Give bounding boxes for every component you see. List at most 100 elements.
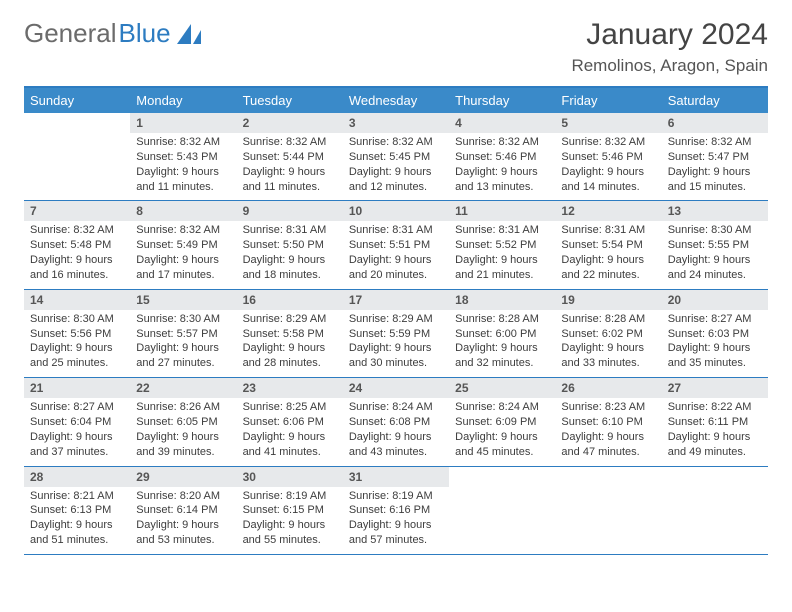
sunset-text: Sunset: 6:11 PM: [668, 415, 762, 430]
weekday-label: Saturday: [662, 88, 768, 113]
daylight-text-2: and 51 minutes.: [30, 533, 124, 548]
daylight-text-2: and 35 minutes.: [668, 356, 762, 371]
sunrise-text: Sunrise: 8:31 AM: [243, 223, 337, 238]
calendar-day-cell: 11Sunrise: 8:31 AMSunset: 5:52 PMDayligh…: [449, 201, 555, 288]
sunrise-text: Sunrise: 8:19 AM: [349, 489, 443, 504]
day-info: Sunrise: 8:31 AMSunset: 5:54 PMDaylight:…: [555, 223, 661, 282]
sunset-text: Sunset: 5:48 PM: [30, 238, 124, 253]
day-number: 17: [343, 290, 449, 310]
calendar-day-cell: 14Sunrise: 8:30 AMSunset: 5:56 PMDayligh…: [24, 290, 130, 377]
day-number: 9: [237, 201, 343, 221]
day-number: 7: [24, 201, 130, 221]
day-number: 26: [555, 378, 661, 398]
day-info: Sunrise: 8:27 AMSunset: 6:03 PMDaylight:…: [662, 312, 768, 371]
day-number: 19: [555, 290, 661, 310]
sunset-text: Sunset: 5:54 PM: [561, 238, 655, 253]
daylight-text-2: and 37 minutes.: [30, 445, 124, 460]
daylight-text-2: and 13 minutes.: [455, 180, 549, 195]
day-number: 11: [449, 201, 555, 221]
daylight-text-1: Daylight: 9 hours: [455, 430, 549, 445]
calendar-day-cell: [555, 467, 661, 554]
sunset-text: Sunset: 6:05 PM: [136, 415, 230, 430]
calendar-day-cell: 20Sunrise: 8:27 AMSunset: 6:03 PMDayligh…: [662, 290, 768, 377]
sunrise-text: Sunrise: 8:28 AM: [455, 312, 549, 327]
sunrise-text: Sunrise: 8:32 AM: [136, 135, 230, 150]
calendar-day-cell: 8Sunrise: 8:32 AMSunset: 5:49 PMDaylight…: [130, 201, 236, 288]
calendar-day-cell: 12Sunrise: 8:31 AMSunset: 5:54 PMDayligh…: [555, 201, 661, 288]
sunrise-text: Sunrise: 8:30 AM: [136, 312, 230, 327]
daylight-text-2: and 43 minutes.: [349, 445, 443, 460]
day-info: Sunrise: 8:29 AMSunset: 5:59 PMDaylight:…: [343, 312, 449, 371]
sunrise-text: Sunrise: 8:32 AM: [243, 135, 337, 150]
calendar-week: 7Sunrise: 8:32 AMSunset: 5:48 PMDaylight…: [24, 201, 768, 289]
day-number: 10: [343, 201, 449, 221]
daylight-text-2: and 21 minutes.: [455, 268, 549, 283]
daylight-text-2: and 53 minutes.: [136, 533, 230, 548]
sunset-text: Sunset: 5:49 PM: [136, 238, 230, 253]
sail-icon: [177, 24, 201, 44]
day-number: 28: [24, 467, 130, 487]
day-info: Sunrise: 8:19 AMSunset: 6:16 PMDaylight:…: [343, 489, 449, 548]
title-block: January 2024 Remolinos, Aragon, Spain: [571, 18, 768, 76]
calendar-day-cell: 18Sunrise: 8:28 AMSunset: 6:00 PMDayligh…: [449, 290, 555, 377]
sunrise-text: Sunrise: 8:31 AM: [349, 223, 443, 238]
sunrise-text: Sunrise: 8:31 AM: [455, 223, 549, 238]
daylight-text-1: Daylight: 9 hours: [668, 430, 762, 445]
sunrise-text: Sunrise: 8:32 AM: [668, 135, 762, 150]
day-info: Sunrise: 8:22 AMSunset: 6:11 PMDaylight:…: [662, 400, 768, 459]
sunrise-text: Sunrise: 8:32 AM: [349, 135, 443, 150]
daylight-text-2: and 15 minutes.: [668, 180, 762, 195]
daylight-text-1: Daylight: 9 hours: [136, 341, 230, 356]
calendar-day-cell: 30Sunrise: 8:19 AMSunset: 6:15 PMDayligh…: [237, 467, 343, 554]
calendar-day-cell: 1Sunrise: 8:32 AMSunset: 5:43 PMDaylight…: [130, 113, 236, 200]
day-number: 24: [343, 378, 449, 398]
calendar-day-cell: 24Sunrise: 8:24 AMSunset: 6:08 PMDayligh…: [343, 378, 449, 465]
day-info: Sunrise: 8:32 AMSunset: 5:44 PMDaylight:…: [237, 135, 343, 194]
day-info: Sunrise: 8:32 AMSunset: 5:46 PMDaylight:…: [555, 135, 661, 194]
day-info: Sunrise: 8:19 AMSunset: 6:15 PMDaylight:…: [237, 489, 343, 548]
weekday-header: Sunday Monday Tuesday Wednesday Thursday…: [24, 88, 768, 113]
daylight-text-1: Daylight: 9 hours: [349, 518, 443, 533]
sunrise-text: Sunrise: 8:23 AM: [561, 400, 655, 415]
weekday-label: Friday: [555, 88, 661, 113]
daylight-text-1: Daylight: 9 hours: [668, 165, 762, 180]
calendar-week: 28Sunrise: 8:21 AMSunset: 6:13 PMDayligh…: [24, 467, 768, 555]
calendar-day-cell: 28Sunrise: 8:21 AMSunset: 6:13 PMDayligh…: [24, 467, 130, 554]
daylight-text-1: Daylight: 9 hours: [668, 341, 762, 356]
weekday-label: Wednesday: [343, 88, 449, 113]
daylight-text-1: Daylight: 9 hours: [455, 253, 549, 268]
daylight-text-1: Daylight: 9 hours: [349, 341, 443, 356]
daylight-text-1: Daylight: 9 hours: [349, 430, 443, 445]
calendar: Sunday Monday Tuesday Wednesday Thursday…: [24, 86, 768, 555]
daylight-text-2: and 49 minutes.: [668, 445, 762, 460]
daylight-text-1: Daylight: 9 hours: [243, 253, 337, 268]
sunrise-text: Sunrise: 8:20 AM: [136, 489, 230, 504]
daylight-text-2: and 22 minutes.: [561, 268, 655, 283]
sunset-text: Sunset: 5:57 PM: [136, 327, 230, 342]
weekday-label: Sunday: [24, 88, 130, 113]
day-info: Sunrise: 8:32 AMSunset: 5:49 PMDaylight:…: [130, 223, 236, 282]
daylight-text-1: Daylight: 9 hours: [561, 253, 655, 268]
calendar-day-cell: 25Sunrise: 8:24 AMSunset: 6:09 PMDayligh…: [449, 378, 555, 465]
calendar-day-cell: 16Sunrise: 8:29 AMSunset: 5:58 PMDayligh…: [237, 290, 343, 377]
daylight-text-1: Daylight: 9 hours: [136, 253, 230, 268]
daylight-text-2: and 57 minutes.: [349, 533, 443, 548]
sunset-text: Sunset: 5:58 PM: [243, 327, 337, 342]
daylight-text-1: Daylight: 9 hours: [243, 165, 337, 180]
day-info: Sunrise: 8:31 AMSunset: 5:50 PMDaylight:…: [237, 223, 343, 282]
sunset-text: Sunset: 6:16 PM: [349, 503, 443, 518]
daylight-text-1: Daylight: 9 hours: [455, 341, 549, 356]
day-info: Sunrise: 8:32 AMSunset: 5:46 PMDaylight:…: [449, 135, 555, 194]
day-number: 5: [555, 113, 661, 133]
day-number: 25: [449, 378, 555, 398]
sunrise-text: Sunrise: 8:30 AM: [668, 223, 762, 238]
sunset-text: Sunset: 5:47 PM: [668, 150, 762, 165]
day-number: 14: [24, 290, 130, 310]
daylight-text-1: Daylight: 9 hours: [136, 518, 230, 533]
sunset-text: Sunset: 5:51 PM: [349, 238, 443, 253]
day-number: 31: [343, 467, 449, 487]
sunset-text: Sunset: 6:03 PM: [668, 327, 762, 342]
sunrise-text: Sunrise: 8:27 AM: [30, 400, 124, 415]
location-label: Remolinos, Aragon, Spain: [571, 56, 768, 76]
sunrise-text: Sunrise: 8:24 AM: [455, 400, 549, 415]
